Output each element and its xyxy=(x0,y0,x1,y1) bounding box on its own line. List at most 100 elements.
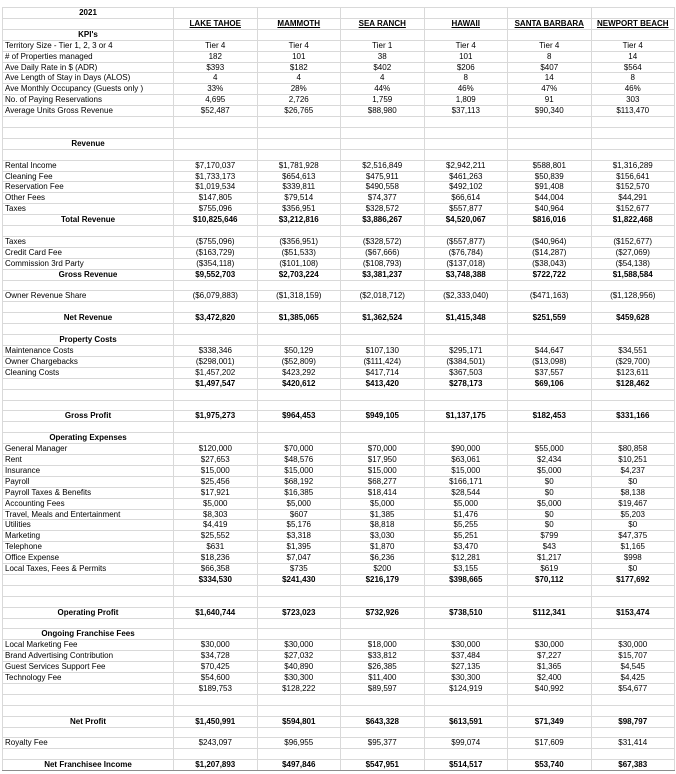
cell xyxy=(256,748,341,761)
cell: $547,951 xyxy=(340,759,425,772)
cell xyxy=(590,628,675,641)
row-label: Travel, Meals and Entertainment xyxy=(2,508,174,521)
cell: 4 xyxy=(173,72,258,85)
cell xyxy=(256,421,341,434)
year-row: 2021 xyxy=(2,7,675,19)
cell: $8,303 xyxy=(173,508,258,521)
cell: $216,179 xyxy=(340,573,425,586)
cell xyxy=(507,421,592,434)
cell xyxy=(256,116,341,128)
cell xyxy=(423,28,508,41)
cell: $15,000 xyxy=(340,464,425,477)
cell: $30,000 xyxy=(590,639,675,652)
cell: $50,129 xyxy=(256,344,341,357)
empty-cell xyxy=(423,7,508,19)
row-label xyxy=(2,116,174,128)
cell: $12,281 xyxy=(423,552,508,565)
item-row: Cleaning Costs $1,457,202 $423,292 $417,714… xyxy=(2,366,675,379)
cell: $1,497,547 xyxy=(173,377,258,390)
cell: $738,510 xyxy=(423,606,508,619)
cell: $98,797 xyxy=(590,715,675,728)
row-label: Taxes xyxy=(2,235,174,248)
cell: ($2,333,040) xyxy=(423,290,508,303)
item-row: Technology Fee $54,600 $30,300 $11,400 $30,3… xyxy=(2,672,675,684)
item-row: Telephone $631 $1,395 $1,870 $3,470 $43 $1,165 xyxy=(2,541,675,554)
item-row: Guest Services Support Fee $70,425 $40,890… xyxy=(2,661,675,674)
cell xyxy=(256,726,341,739)
cell: ($384,501) xyxy=(423,355,508,368)
cell: ($67,666) xyxy=(340,246,425,259)
blank-row xyxy=(2,148,675,161)
cell: $594,801 xyxy=(256,715,341,728)
cell: $67,383 xyxy=(590,759,675,772)
blank-row xyxy=(2,693,675,706)
cell: $0 xyxy=(507,475,592,488)
row-label: No. of Paying Reservations xyxy=(2,94,174,107)
cell: $3,030 xyxy=(340,530,425,543)
cell: $66,614 xyxy=(423,192,508,205)
item-row: Travel, Meals and Entertainment $8,303 $60… xyxy=(2,508,675,521)
cell: $30,300 xyxy=(423,672,508,684)
cell: $557,877 xyxy=(423,203,508,216)
cell: $1,217 xyxy=(507,552,592,565)
cell: $4,520,067 xyxy=(423,214,508,227)
row-label: Utilities xyxy=(2,519,174,532)
cell xyxy=(256,301,341,314)
cell: $19,467 xyxy=(590,497,675,510)
cell xyxy=(173,628,258,641)
blank-row xyxy=(2,279,675,292)
cell: $31,414 xyxy=(590,737,675,750)
cell: 303 xyxy=(590,94,675,107)
row-label: Average Units Gross Revenue xyxy=(2,105,174,118)
column-header-hawaii: HAWAII xyxy=(423,17,508,30)
cell xyxy=(590,126,675,139)
cell: $1,450,991 xyxy=(173,715,258,728)
cell: $1,415,348 xyxy=(423,312,508,325)
cell xyxy=(256,126,341,139)
cell xyxy=(423,137,508,150)
cell: $5,000 xyxy=(423,497,508,510)
cell xyxy=(423,334,508,346)
cell: $461,263 xyxy=(423,170,508,183)
row-label xyxy=(2,148,174,161)
cell: $15,000 xyxy=(423,464,508,477)
cell: $799 xyxy=(507,530,592,543)
row-label xyxy=(2,225,174,237)
cell: ($40,964) xyxy=(507,235,592,248)
cell: $2,703,224 xyxy=(256,268,341,281)
cell xyxy=(590,334,675,346)
cell: $55,000 xyxy=(507,443,592,455)
cell: $1,476 xyxy=(423,508,508,521)
cell: 4 xyxy=(256,72,341,85)
cell xyxy=(590,148,675,161)
cell: $402 xyxy=(340,61,425,74)
row-label xyxy=(2,388,174,401)
cell: $1,165 xyxy=(590,541,675,554)
cell xyxy=(507,748,592,761)
cell: $26,765 xyxy=(256,105,341,118)
item-row: Insurance $15,000 $15,000 $15,000 $15,000 $5,… xyxy=(2,464,675,477)
cell xyxy=(173,399,258,412)
cell: $339,811 xyxy=(256,181,341,194)
cell: $71,349 xyxy=(507,715,592,728)
cell: $241,430 xyxy=(256,573,341,586)
cell: 46% xyxy=(590,83,675,96)
cell: $27,135 xyxy=(423,661,508,674)
cell xyxy=(423,225,508,237)
cell xyxy=(340,301,425,314)
cell: $1,733,173 xyxy=(173,170,258,183)
cell xyxy=(173,748,258,761)
cell: $43 xyxy=(507,541,592,554)
cell xyxy=(173,137,258,150)
cell xyxy=(507,116,592,128)
total-row: Total Revenue $10,825,646 $3,212,816 $3,886… xyxy=(2,214,675,227)
cell xyxy=(173,323,258,336)
cell: $588,801 xyxy=(507,159,592,172)
cell xyxy=(507,584,592,597)
row-label xyxy=(2,726,174,739)
cell: $367,503 xyxy=(423,366,508,379)
cell xyxy=(423,148,508,161)
cell: $44,291 xyxy=(590,192,675,205)
cell: $5,176 xyxy=(256,519,341,532)
cell xyxy=(173,704,258,717)
